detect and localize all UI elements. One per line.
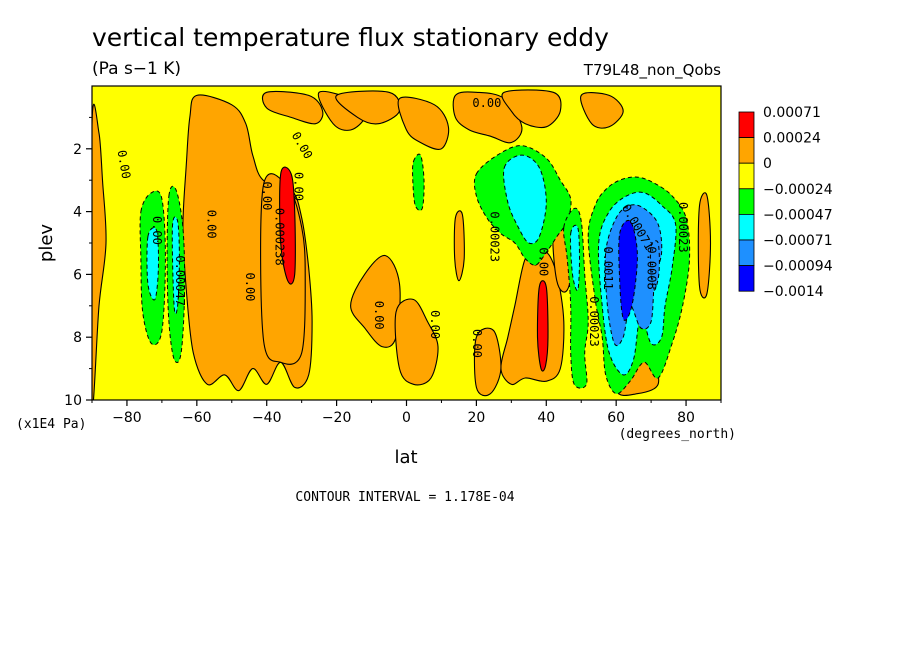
y-tick-label-4: 10 [64, 393, 82, 409]
contour-interval: CONTOUR INTERVAL = 1.178E-04 [295, 490, 514, 505]
legend-label-1: 0.00024 [763, 131, 821, 147]
contour-label-15: 0.0011 [601, 246, 615, 289]
y-axis: 2 4 6 8 10 [64, 116, 92, 409]
negative-region-27 [563, 207, 589, 389]
contour-label-1: 0.00 [150, 216, 164, 245]
legend-swatch-1 [738, 137, 755, 164]
x-tick-label-2: −40 [252, 410, 282, 426]
positive-region-3 [279, 166, 296, 285]
negative-region-24 [412, 153, 425, 212]
chart-units: (Pa s−1 K) [92, 59, 181, 79]
contour-label-10: 0.00 [472, 96, 501, 110]
x-axis-units: (degrees_north) [619, 427, 736, 442]
legend-swatch-4 [738, 213, 755, 241]
dataset-label: T79L48_non_Qobs [583, 61, 721, 80]
positive-region-12 [580, 92, 624, 129]
contour-label-6: 0.000238 [272, 208, 286, 266]
legend-swatch-6 [738, 265, 755, 292]
positive-region-8 [394, 298, 439, 386]
positive-region-11 [501, 89, 562, 129]
y-tick-label-1: 4 [73, 205, 82, 221]
legend-swatch-0 [738, 111, 755, 139]
x-tick-label-5: 20 [467, 410, 485, 426]
legend-swatch-3 [738, 188, 755, 215]
legend-label-3: −0.00024 [763, 182, 833, 198]
legend-label-5: −0.00071 [763, 233, 833, 249]
positive-region-17 [697, 192, 712, 299]
legend: 0.00071 0.00024 0 −0.00024 −0.00047 −0.00071 −… [738, 105, 833, 300]
x-tick-label-4: 0 [402, 410, 411, 426]
x-axis-label: lat [394, 447, 417, 468]
legend-label-4: −0.00047 [763, 207, 833, 223]
contour-label-17: 0.0008 [645, 246, 659, 289]
contour-label-7: 0.00 [292, 172, 306, 201]
y-axis-label: plev [36, 224, 57, 263]
x-tick-label-8: 80 [677, 410, 695, 426]
x-tick-label-6: 40 [537, 410, 555, 426]
positive-region-9 [397, 96, 450, 150]
legend-label-6: −0.00094 [763, 259, 833, 275]
y-tick-label-3: 8 [73, 330, 82, 346]
legend-label-2: 0 [763, 156, 772, 172]
negative-region-23 [171, 216, 180, 315]
legend-label-0: 0.00071 [763, 105, 821, 121]
contour-label-9: 0.00 [428, 310, 442, 339]
contour-label-0: 0.00 [115, 149, 134, 180]
positive-region-10 [452, 91, 523, 144]
x-tick-label-3: −20 [322, 410, 352, 426]
contour-label-19: 0.00 [260, 181, 274, 210]
legend-swatch-5 [738, 239, 755, 267]
chart-title: vertical temperature flux stationary edd… [92, 23, 609, 52]
x-tick-label-7: 60 [607, 410, 625, 426]
contour-label-18: 0.00023 [676, 202, 690, 253]
positive-region-18 [453, 210, 465, 282]
filled-contours [92, 89, 712, 400]
contour-label-14: 0.00023 [587, 296, 601, 347]
contour-label-3: 0.00 [204, 210, 218, 239]
contour-label-13: 0.00 [536, 247, 550, 276]
contour-label-11: 0.00 [470, 329, 484, 358]
negative-region-26 [503, 154, 547, 245]
y-axis-units: (x1E4 Pa) [16, 417, 86, 432]
x-tick-label-1: −60 [182, 410, 212, 426]
negative-region-21 [146, 227, 159, 301]
legend-swatch-2 [738, 162, 755, 190]
contour-label-2: 0.00047 [173, 255, 187, 306]
positive-region-7 [350, 255, 401, 348]
legend-label-7: −0.0014 [763, 284, 824, 300]
contour-label-4: 0.00 [243, 273, 257, 302]
contour-label-8: 0.00 [372, 301, 386, 330]
negative-region-28 [569, 224, 581, 292]
negative-region-32 [618, 219, 638, 321]
y-tick-label-0: 2 [73, 142, 82, 158]
x-tick-label-0: −80 [112, 410, 142, 426]
positive-region-6 [335, 90, 401, 125]
positive-region-19 [473, 327, 502, 397]
positive-region-14 [536, 280, 549, 372]
contour-label-12: 0.00023 [487, 211, 501, 262]
positive-region-0 [92, 103, 107, 400]
y-tick-label-2: 6 [73, 267, 82, 283]
positive-region-4 [261, 90, 324, 125]
x-axis: −80 −60 −40 −20 0 20 40 60 80 [91, 400, 722, 426]
negative-region-33 [649, 240, 660, 291]
